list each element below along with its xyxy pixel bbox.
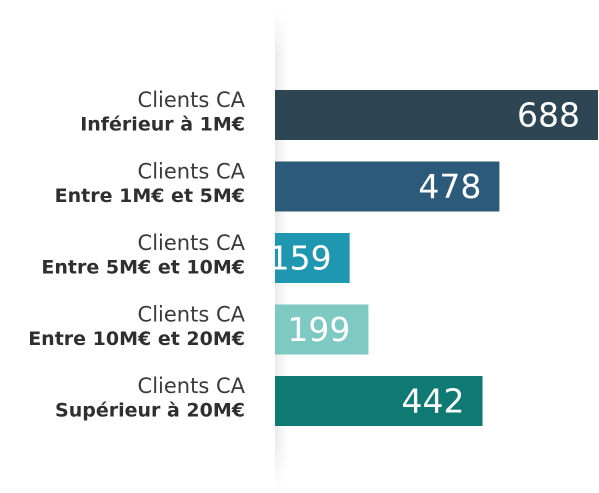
category-label-line2: Entre 10M€ et 20M€ (28, 328, 245, 350)
bar (275, 304, 369, 355)
category-label-line1: Clients CA (138, 88, 246, 112)
category-label-line2: Supérieur à 20M€ (55, 400, 245, 422)
bar (275, 161, 500, 212)
category-label-line1: Clients CA (138, 374, 246, 398)
value-label: 478 (418, 167, 481, 206)
value-label: 159 (269, 239, 332, 278)
category-label-line1: Clients CA (138, 303, 246, 327)
category-label-line1: Clients CA (138, 160, 246, 184)
category-label-line2: Entre 5M€ et 10M€ (41, 257, 245, 279)
bar (275, 233, 350, 283)
category-label-line2: Entre 1M€ et 5M€ (55, 185, 245, 207)
category-label-line1: Clients CA (138, 231, 246, 255)
category-label-line2: Inférieur à 1M€ (80, 114, 245, 136)
value-label: 688 (517, 96, 580, 135)
value-label: 199 (287, 310, 350, 349)
bar (275, 90, 598, 140)
value-label: 442 (402, 382, 465, 421)
bar (275, 376, 483, 426)
